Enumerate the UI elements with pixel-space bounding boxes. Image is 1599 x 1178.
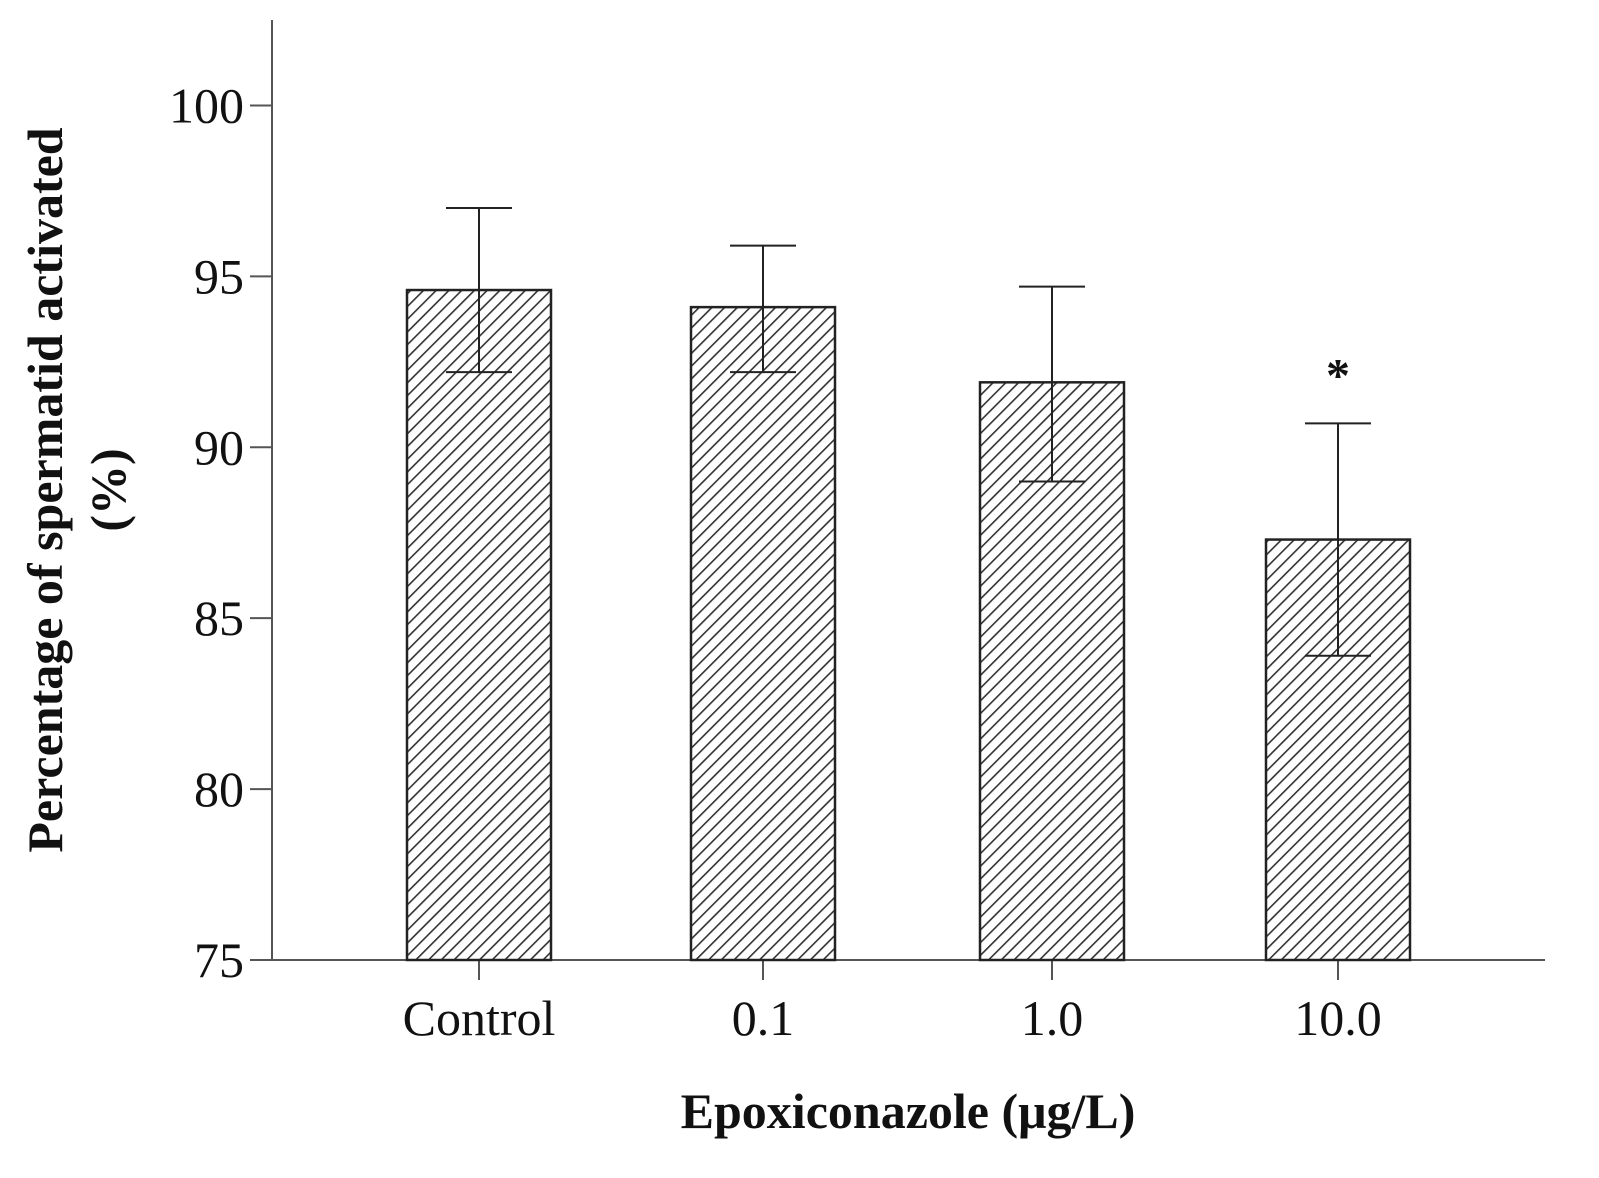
y-tick-label: 80 — [194, 761, 244, 817]
significance-marker: * — [1326, 349, 1350, 402]
bar-1 — [689, 305, 837, 962]
y-axis-title: Percentage of spermatid activated — [17, 127, 73, 852]
y-axis: 75 80 85 90 95 100 — [169, 20, 273, 988]
bar-0 — [405, 288, 553, 962]
x-tick-label: 10.0 — [1294, 990, 1382, 1046]
bars — [405, 288, 1412, 962]
y-tick-label: 100 — [169, 77, 244, 133]
error-bars — [446, 207, 1371, 657]
y-tick-label: 90 — [194, 419, 244, 475]
x-tick-label: Control — [403, 990, 556, 1046]
y-tick-label: 95 — [194, 248, 244, 304]
annotations: * — [1326, 349, 1350, 402]
y-axis-title-unit: (%) — [80, 448, 136, 531]
x-axis: Control 0.1 1.0 10.0 — [272, 959, 1545, 1046]
y-tick-label: 85 — [194, 590, 244, 646]
x-tick-label: 1.0 — [1021, 990, 1084, 1046]
y-tick-label: 75 — [194, 932, 244, 988]
x-tick-label: 0.1 — [732, 990, 795, 1046]
x-axis-title: Epoxiconazole (μg/L) — [681, 1083, 1136, 1139]
